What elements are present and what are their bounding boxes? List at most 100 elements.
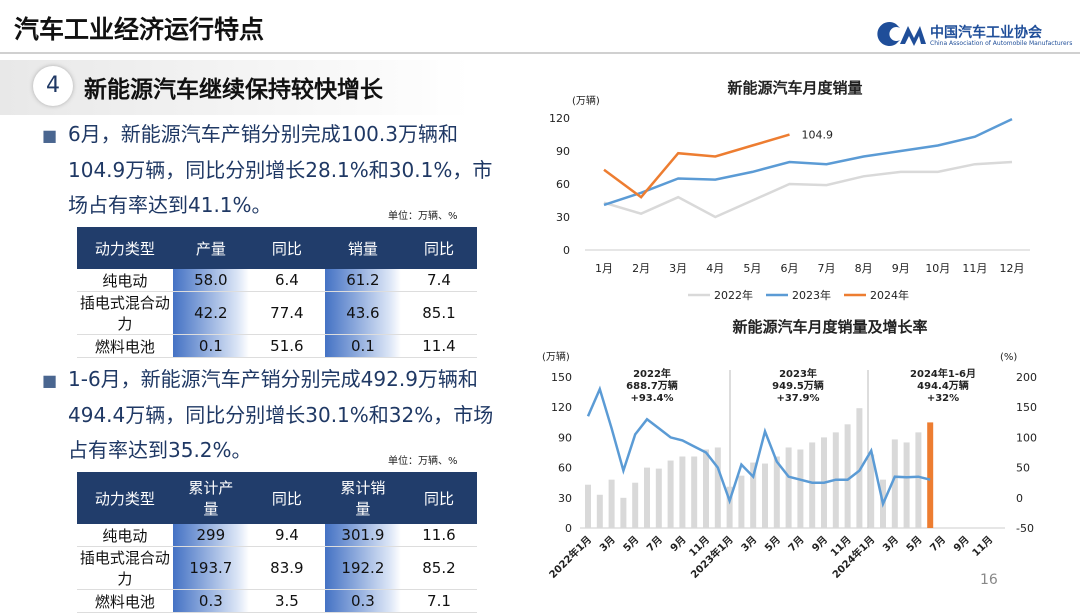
table-row: 纯电动 299 9.4 301.9 11.6 bbox=[77, 524, 477, 547]
table-cell: 85.1 bbox=[400, 291, 477, 335]
header-cell: 累计销量 bbox=[324, 472, 401, 524]
x-tick-label: 3月 bbox=[597, 534, 617, 554]
header-cell: 同比 bbox=[400, 472, 477, 524]
annotation: 494.4万辆 bbox=[917, 379, 969, 392]
axis-unit: (%) bbox=[1000, 352, 1017, 363]
bar bbox=[797, 449, 804, 528]
x-tick-label: 4月 bbox=[706, 262, 724, 275]
y2-tick-label: -50 bbox=[1016, 522, 1034, 535]
bar bbox=[762, 463, 768, 528]
bar bbox=[750, 462, 757, 528]
paragraph: 6月，新能源汽车产销分别完成100.3万辆和104.9万辆，同比分别增长28.1… bbox=[42, 117, 508, 223]
legend-label: 2023年 bbox=[792, 288, 831, 302]
x-tick-label: 9月 bbox=[892, 262, 910, 275]
table-cell: 插电式混合动力 bbox=[77, 546, 173, 590]
bar bbox=[785, 447, 792, 528]
series-line bbox=[603, 117, 1013, 207]
y2-tick-label: 50 bbox=[1016, 462, 1030, 475]
y-tick-label: 0 bbox=[563, 244, 570, 257]
header-cell: 产量 bbox=[172, 227, 249, 269]
y-tick-label: 60 bbox=[556, 178, 570, 191]
x-tick-label: 5月 bbox=[904, 534, 924, 554]
section-title: 新能源汽车继续保持较快增长 bbox=[84, 77, 383, 103]
x-tick-label: 6月 bbox=[780, 262, 798, 275]
table-cell: 11.6 bbox=[400, 524, 477, 547]
bar bbox=[927, 422, 934, 528]
table: 动力类型 产量 同比 销量 同比 纯电动 58.0 6.4 61.2 7.4 插电式混合动力 42.2… bbox=[77, 227, 477, 358]
y2-tick-label: 150 bbox=[1016, 401, 1037, 414]
x-tick-label: 5月 bbox=[621, 534, 641, 554]
annotation: 2022年 bbox=[633, 367, 671, 380]
bar bbox=[773, 456, 780, 528]
bar bbox=[703, 449, 709, 528]
table-header-row: 动力类型 累计产量 同比 累计销量 同比 bbox=[77, 472, 477, 524]
table-cell: 7.4 bbox=[400, 269, 477, 292]
table-cell: 192.2 bbox=[324, 546, 401, 590]
x-tick-label: 9月 bbox=[951, 534, 971, 554]
bar bbox=[714, 447, 721, 528]
section-number: 4 bbox=[33, 66, 73, 106]
table-row: 插电式混合动力 193.7 83.9 192.2 85.2 bbox=[77, 546, 477, 590]
table-cell: 6.4 bbox=[248, 269, 325, 292]
table-cell: 11.4 bbox=[400, 334, 477, 358]
bar bbox=[596, 494, 603, 528]
x-tick-label: 7月 bbox=[786, 534, 806, 554]
table-row: 纯电动 58.0 6.4 61.2 7.4 bbox=[77, 269, 477, 292]
header-cell: 累计产量 bbox=[172, 472, 249, 524]
bar bbox=[608, 479, 615, 528]
table-cell: 51.6 bbox=[248, 334, 325, 358]
bar bbox=[738, 475, 745, 528]
bar bbox=[644, 467, 650, 528]
axis-unit: (万辆) bbox=[542, 350, 570, 363]
table-row: 燃料电池 0.1 51.6 0.1 11.4 bbox=[77, 334, 477, 358]
slide-title: 汽车工业经济运行特点 bbox=[14, 15, 265, 44]
table-cell: 85.2 bbox=[400, 546, 477, 590]
legend-label: 2022年 bbox=[714, 288, 753, 302]
x-tick-label: 1月 bbox=[595, 262, 613, 275]
y2-tick-label: 200 bbox=[1016, 371, 1037, 384]
table-cell: 193.7 bbox=[172, 546, 249, 590]
table-header-row: 动力类型 产量 同比 销量 同比 bbox=[77, 227, 477, 269]
x-tick-label: 3月 bbox=[880, 534, 900, 554]
series-line bbox=[603, 133, 790, 199]
table-cell: 燃料电池 bbox=[77, 334, 173, 358]
bar bbox=[844, 424, 851, 528]
x-tick-label: 8月 bbox=[855, 262, 873, 275]
header-cell: 同比 bbox=[248, 227, 325, 269]
unit-note: 单位：万辆、% bbox=[388, 211, 458, 222]
y-tick-label: 30 bbox=[558, 492, 572, 505]
header-cell: 同比 bbox=[400, 227, 477, 269]
y-tick-label: 60 bbox=[558, 462, 572, 475]
bar bbox=[655, 468, 662, 528]
x-tick-label: 3月 bbox=[669, 262, 687, 275]
paragraph: 1-6月，新能源汽车产销分别完成492.9万辆和494.4万辆，同比分别增长30… bbox=[42, 362, 508, 468]
table-cell: 插电式混合动力 bbox=[77, 291, 173, 335]
table-cell: 0.1 bbox=[172, 334, 249, 358]
x-tick-label: 3月 bbox=[739, 534, 759, 554]
y-tick-label: 30 bbox=[556, 211, 570, 224]
annotation: 2023年 bbox=[779, 367, 817, 380]
x-tick-label: 7月 bbox=[644, 534, 664, 554]
table-cell: 0.1 bbox=[324, 334, 401, 358]
table-row: 插电式混合动力 42.2 77.4 43.6 85.1 bbox=[77, 291, 477, 335]
bar bbox=[915, 432, 922, 528]
x-tick-label: 7月 bbox=[928, 534, 948, 554]
y-tick-label: 0 bbox=[565, 522, 572, 535]
bar bbox=[903, 442, 910, 528]
bar bbox=[809, 442, 816, 528]
header-rule bbox=[0, 52, 1080, 54]
table-cell: 83.9 bbox=[248, 546, 325, 590]
x-tick-label: 7月 bbox=[818, 262, 836, 275]
table-cell: 61.2 bbox=[324, 269, 401, 292]
header-cell: 销量 bbox=[324, 227, 401, 269]
header-cell: 动力类型 bbox=[77, 472, 173, 524]
table-cell: 9.4 bbox=[248, 524, 325, 547]
table-cell: 77.4 bbox=[248, 291, 325, 335]
chart-title: 新能源汽车月度销量及增长率 bbox=[732, 318, 927, 336]
logo-subtext: China Association of Automobile Manufact… bbox=[930, 40, 1073, 47]
chart-title: 新能源汽车月度销量 bbox=[727, 79, 862, 97]
section-band bbox=[0, 60, 470, 115]
y-tick-label: 90 bbox=[556, 145, 570, 158]
